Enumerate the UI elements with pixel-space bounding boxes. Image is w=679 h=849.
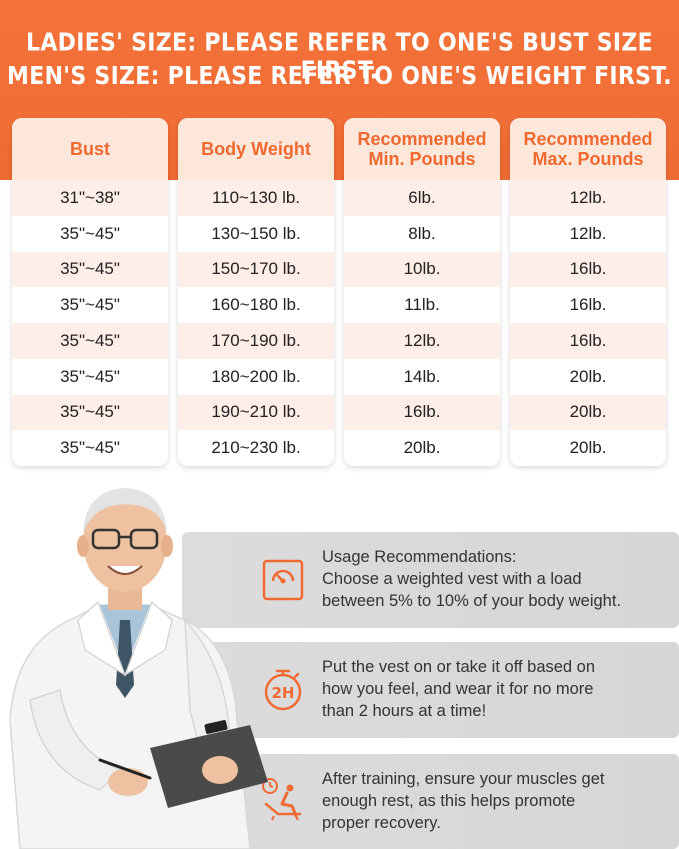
table-cell: 8lb. [344, 215, 500, 252]
column-header-body-weight: Body Weight [178, 118, 334, 180]
table-cell: 35"~45" [12, 251, 168, 288]
card-line: how you feel, and wear it for no more [322, 680, 594, 698]
column-cells: 6lb. 8lb. 10lb. 11lb. 12lb. 14lb. 16lb. … [344, 180, 500, 466]
table-cell: 16lb. [510, 287, 666, 323]
card-line: After training, ensure your muscles get [322, 770, 605, 788]
table-cell: 35"~45" [12, 358, 168, 395]
table-cell: 130~150 lb. [178, 215, 334, 252]
table-column-bust: Bust 31"~38" 35"~45" 35"~45" 35"~45" 35"… [12, 118, 168, 466]
table-cell: 35"~45" [12, 430, 168, 466]
table-cell: 110~130 lb. [178, 180, 334, 216]
table-column-max-pounds: Recommended Max. Pounds 12lb. 12lb. 16lb… [510, 118, 666, 466]
column-cells: 110~130 lb. 130~150 lb. 150~170 lb. 160~… [178, 180, 334, 466]
table-cell: 20lb. [510, 394, 666, 431]
card-line: between 5% to 10% of your body weight. [322, 592, 622, 610]
table-cell: 16lb. [344, 394, 500, 431]
card-line: proper recovery. [322, 814, 441, 832]
wear-duration-text: Put the vest on or take it off based on … [322, 656, 667, 722]
table-cell: 35"~45" [12, 287, 168, 323]
table-cell: 31"~38" [12, 180, 168, 216]
table-cell: 150~170 lb. [178, 251, 334, 288]
column-cells: 12lb. 12lb. 16lb. 16lb. 16lb. 20lb. 20lb… [510, 180, 666, 466]
table-cell: 12lb. [510, 215, 666, 252]
table-column-min-pounds: Recommended Min. Pounds 6lb. 8lb. 10lb. … [344, 118, 500, 466]
table-cell: 35"~45" [12, 394, 168, 431]
usage-recommendation-card: Usage Recommendations: Choose a weighted… [182, 532, 679, 628]
card-line: Usage Recommendations: [322, 548, 517, 566]
recovery-card: After training, ensure your muscles get … [182, 754, 679, 849]
table-cell: 35"~45" [12, 323, 168, 359]
column-header-min-pounds: Recommended Min. Pounds [344, 118, 500, 180]
card-line: Choose a weighted vest with a load [322, 570, 582, 588]
scale-icon [262, 559, 304, 601]
timer-2h-icon: 2H [264, 669, 302, 711]
table-cell: 10lb. [344, 251, 500, 288]
table-column-body-weight: Body Weight 110~130 lb. 130~150 lb. 150~… [178, 118, 334, 466]
table-cell: 170~190 lb. [178, 323, 334, 359]
table-cell: 11lb. [344, 287, 500, 323]
column-header-bust: Bust [12, 118, 168, 180]
timer-label: 2H [272, 684, 295, 702]
banner-line-men: MEN'S SIZE: PLEASE REFER TO ONE'S WEIGHT… [7, 62, 672, 91]
table-cell: 20lb. [510, 358, 666, 395]
table-cell: 35"~45" [12, 215, 168, 252]
table-cell: 20lb. [510, 430, 666, 466]
banner-line-ladies: LADIES' SIZE: PLEASE REFER TO ONE'S BUST… [26, 29, 653, 85]
card-line: enough rest, as this helps promote [322, 792, 576, 810]
table-cell: 12lb. [510, 180, 666, 216]
table-cell: 210~230 lb. [178, 430, 334, 466]
table-cell: 16lb. [510, 323, 666, 359]
table-cell: 160~180 lb. [178, 287, 334, 323]
recovery-text: After training, ensure your muscles get … [322, 768, 667, 834]
table-cell: 12lb. [344, 323, 500, 359]
table-cell: 14lb. [344, 358, 500, 395]
table-cell: 16lb. [510, 251, 666, 288]
card-line: Put the vest on or take it off based on [322, 658, 596, 676]
doctor-illustration [9, 488, 268, 849]
usage-recommendation-text: Usage Recommendations: Choose a weighted… [322, 546, 667, 612]
rest-recovery-icon [262, 778, 302, 821]
card-line: than 2 hours at a time! [322, 702, 487, 720]
column-header-max-pounds: Recommended Max. Pounds [510, 118, 666, 180]
wear-duration-card: 2H Put the vest on or take it off based … [182, 642, 679, 738]
column-cells: 31"~38" 35"~45" 35"~45" 35"~45" 35"~45" … [12, 180, 168, 466]
table-cell: 6lb. [344, 180, 500, 216]
table-cell: 20lb. [344, 430, 500, 466]
table-cell: 180~200 lb. [178, 358, 334, 395]
table-cell: 190~210 lb. [178, 394, 334, 431]
